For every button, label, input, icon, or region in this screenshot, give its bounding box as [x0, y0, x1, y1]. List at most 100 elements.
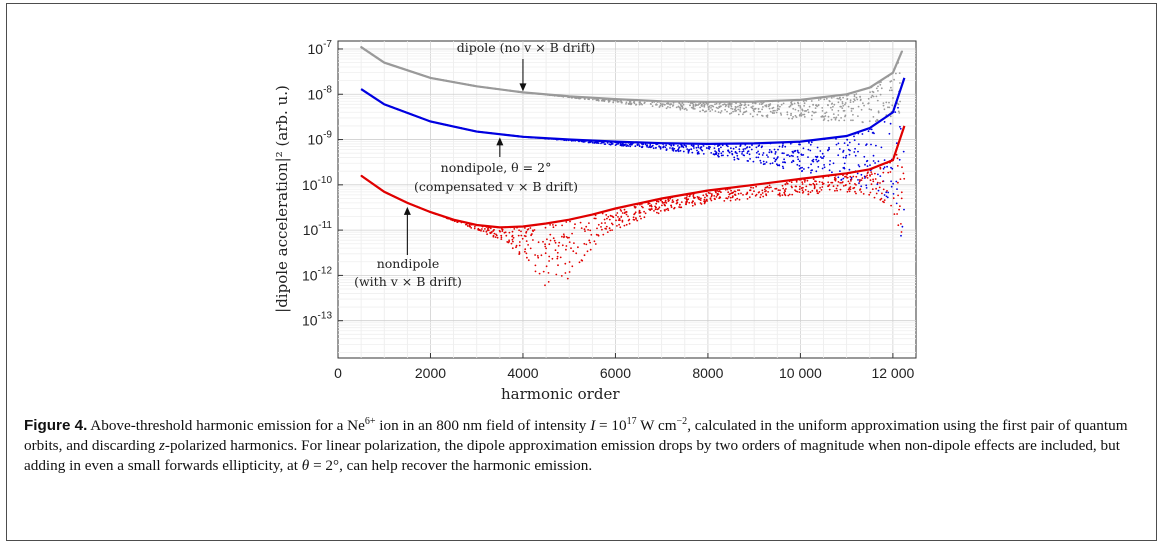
- data-point: [649, 145, 651, 148]
- data-point: [834, 189, 836, 192]
- data-point: [597, 234, 599, 236]
- data-point: [513, 228, 516, 230]
- data-point: [515, 135, 517, 137]
- data-point: [503, 133, 506, 136]
- data-point: [637, 142, 640, 145]
- data-point: [658, 106, 661, 108]
- data-point: [518, 241, 521, 243]
- data-point: [872, 178, 874, 181]
- data-point: [521, 91, 523, 94]
- data-point: [845, 184, 847, 186]
- data-point: [611, 223, 614, 226]
- data-point: [467, 225, 469, 227]
- data-point: [769, 162, 772, 165]
- data-point: [754, 194, 757, 197]
- data-point: [440, 79, 443, 81]
- data-point: [611, 141, 613, 143]
- data-point: [844, 114, 847, 117]
- data-point: [543, 93, 545, 96]
- data-point: [753, 190, 755, 193]
- data-point: [450, 218, 453, 220]
- data-point: [730, 147, 732, 150]
- data-point: [417, 116, 420, 118]
- data-point: [647, 201, 649, 204]
- data-point: [511, 134, 513, 137]
- data-point: [504, 226, 507, 229]
- data-point: [738, 148, 741, 151]
- data-point: [872, 116, 875, 118]
- data-point: [897, 61, 900, 64]
- data-point: [594, 217, 597, 220]
- data-point: [789, 142, 792, 145]
- data-point: [768, 107, 771, 110]
- data-point: [888, 101, 890, 104]
- data-point: [694, 103, 697, 106]
- data-point: [825, 111, 828, 114]
- data-point: [633, 141, 636, 144]
- data-point: [746, 198, 749, 200]
- data-point: [809, 191, 812, 194]
- data-point: [508, 239, 510, 242]
- data-point: [778, 192, 781, 195]
- data-point: [705, 102, 708, 105]
- data-point: [892, 193, 895, 195]
- data-point: [527, 136, 529, 139]
- data-point: [382, 102, 385, 105]
- data-point: [688, 148, 690, 151]
- data-point: [520, 234, 523, 237]
- data-point: [511, 238, 514, 241]
- data-point: [662, 146, 664, 149]
- data-point: [515, 90, 517, 93]
- data-point: [844, 102, 847, 104]
- data-point: [449, 125, 452, 127]
- data-point: [664, 199, 667, 202]
- data-point: [866, 174, 868, 177]
- data-point: [617, 143, 619, 145]
- data-point: [419, 116, 422, 119]
- data-point: [520, 230, 522, 233]
- data-point: [828, 169, 831, 172]
- data-point: [595, 142, 598, 144]
- data-point: [477, 227, 480, 230]
- data-point: [569, 139, 572, 141]
- data-point: [837, 181, 840, 183]
- data-point: [865, 187, 868, 189]
- caption-text-4: W cm: [636, 417, 677, 434]
- data-point: [832, 113, 835, 115]
- data-point: [628, 218, 631, 221]
- data-point: [790, 100, 793, 103]
- data-point: [840, 117, 842, 119]
- data-point: [788, 117, 790, 120]
- data-point: [489, 227, 492, 230]
- data-point: [561, 235, 563, 238]
- data-point: [882, 200, 884, 203]
- data-point: [850, 107, 853, 110]
- data-point: [515, 244, 518, 247]
- data-point: [416, 72, 418, 75]
- data-point: [753, 102, 756, 104]
- data-point: [760, 146, 763, 149]
- data-point: [558, 95, 561, 97]
- x-tick-label: 0: [334, 365, 342, 381]
- data-point: [847, 188, 850, 191]
- data-point: [629, 100, 631, 103]
- data-point: [837, 114, 840, 116]
- data-point: [534, 264, 537, 267]
- data-point: [523, 235, 526, 237]
- data-point: [405, 201, 408, 204]
- data-point: [678, 203, 681, 206]
- data-point: [617, 219, 620, 222]
- data-point: [830, 118, 833, 121]
- data-point: [509, 226, 512, 229]
- data-point: [470, 227, 473, 229]
- series-1: [360, 46, 904, 124]
- data-point: [367, 93, 370, 95]
- data-point: [785, 188, 787, 190]
- data-point: [809, 143, 812, 146]
- data-point: [743, 107, 745, 110]
- data-point: [605, 214, 608, 216]
- data-point: [752, 160, 755, 163]
- data-point: [875, 87, 878, 90]
- data-point: [451, 219, 454, 222]
- data-point: [753, 108, 756, 110]
